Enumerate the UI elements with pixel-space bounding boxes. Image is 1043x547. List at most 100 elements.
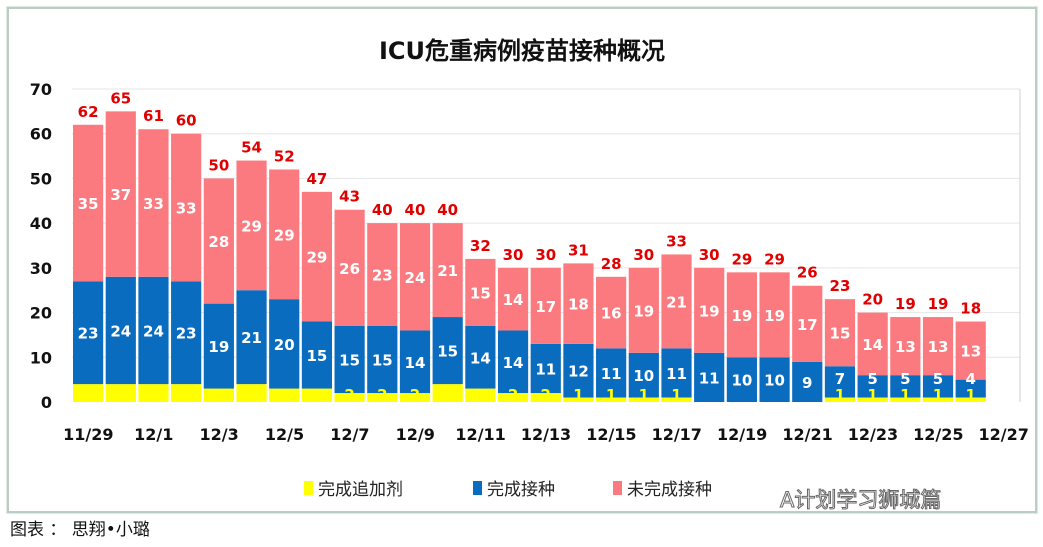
bar-segment	[138, 129, 169, 277]
legend-item-booster: 完成追加剂	[304, 475, 403, 500]
total-label: 40	[405, 201, 426, 219]
bar-segment	[628, 397, 659, 402]
data-label: 21	[666, 293, 687, 311]
x-tick-label: 11/29	[63, 425, 113, 444]
bar-segment	[171, 133, 202, 282]
data-label: 3	[312, 386, 322, 404]
total-label: 62	[78, 103, 99, 121]
data-label: 17	[535, 298, 556, 316]
total-label: 60	[176, 112, 197, 130]
bar-segment	[497, 267, 529, 331]
bar-segment	[694, 352, 725, 402]
bar-segment	[955, 397, 986, 402]
data-label: 19	[731, 307, 752, 325]
bar-segment	[301, 388, 333, 402]
bar-segment	[432, 384, 463, 402]
data-label: 19	[699, 302, 720, 320]
data-label: 24	[110, 322, 131, 340]
data-label: 24	[143, 322, 164, 340]
data-label: 10	[731, 372, 752, 390]
legend-swatch	[473, 480, 482, 495]
data-label: 3	[214, 386, 224, 404]
data-label: 3	[475, 386, 485, 404]
data-label: 29	[306, 249, 327, 267]
data-label: 29	[274, 226, 295, 244]
bar-segment	[236, 160, 267, 291]
total-label: 29	[764, 250, 785, 268]
data-label: 37	[110, 186, 131, 204]
x-tick-label: 12/19	[717, 425, 767, 444]
bar-segment	[367, 223, 398, 326]
bar-segment	[563, 263, 594, 344]
data-label: 1	[573, 386, 583, 404]
bar-segment	[890, 375, 921, 398]
y-tick-label: 70	[30, 80, 52, 99]
legend-swatch	[613, 480, 622, 495]
bar-segment	[301, 191, 333, 322]
data-label: 29	[241, 217, 262, 235]
data-label: 33	[143, 195, 164, 213]
bar-segment	[334, 393, 365, 402]
bar-segment	[628, 352, 659, 398]
legend-swatch	[304, 480, 313, 495]
bar-segment	[726, 272, 757, 358]
bar-segment	[955, 321, 986, 380]
data-label: 4	[246, 386, 256, 404]
data-label: 4	[181, 386, 191, 404]
data-label: 11	[535, 360, 556, 378]
legend-label: 完成追加剂	[318, 480, 403, 500]
total-label: 23	[830, 277, 851, 295]
chart-frame: ICU危重病例疫苗接种概况 0 10 20 30 40 50 60 70 4 23 35 62 4 24 37…	[7, 7, 1037, 513]
data-label: 14	[503, 354, 524, 372]
bar-segment	[530, 267, 561, 344]
data-label: 23	[176, 325, 197, 343]
data-label: 1	[867, 386, 877, 404]
bar-segment	[301, 321, 333, 389]
bar-segment	[203, 388, 234, 402]
data-label: 5	[867, 370, 877, 388]
data-label: 17	[797, 316, 818, 334]
y-tick-label: 0	[41, 393, 52, 412]
bar-segment	[628, 267, 659, 353]
bar-segment	[367, 393, 398, 402]
bar-segment	[596, 276, 627, 349]
legend-label: 未完成接种	[627, 480, 712, 500]
data-label: 1	[965, 386, 975, 404]
bar-segment	[922, 397, 954, 402]
data-label: 4	[148, 386, 158, 404]
bar-segment	[563, 343, 594, 398]
data-label: 23	[372, 267, 393, 285]
data-label: 13	[895, 338, 916, 356]
data-label: 3	[279, 386, 289, 404]
total-label: 19	[928, 295, 949, 313]
bar-segment	[138, 384, 169, 402]
bar-segment	[726, 357, 757, 402]
bar-segment	[890, 397, 921, 402]
total-label: 54	[241, 139, 262, 157]
data-label: 19	[764, 307, 785, 325]
chart-title: ICU危重病例疫苗接种概况	[379, 37, 665, 65]
bar-segment	[399, 393, 431, 402]
bar-segment	[73, 124, 104, 282]
bar-segment	[269, 299, 300, 389]
data-label: 24	[405, 269, 426, 287]
bar-segment	[432, 223, 463, 318]
data-label: 23	[78, 325, 99, 343]
data-label: 15	[372, 352, 393, 370]
total-label: 33	[666, 232, 687, 250]
bar-segment	[890, 317, 921, 376]
bar-segment	[171, 384, 202, 402]
data-label: 9	[802, 374, 812, 392]
legend-label: 完成接种	[487, 480, 555, 500]
x-tick-label: 12/15	[586, 425, 636, 444]
total-label: 40	[437, 201, 458, 219]
total-label: 65	[110, 89, 131, 107]
bar-segment	[661, 254, 692, 349]
data-label: 18	[568, 296, 589, 314]
bar-segment	[203, 303, 234, 389]
bar-segment	[530, 393, 561, 402]
bar-segment	[530, 343, 561, 394]
data-label: 4	[83, 386, 93, 404]
bar-segment	[105, 276, 136, 385]
caption: 图表 ： 思翔•小璐	[10, 520, 150, 540]
